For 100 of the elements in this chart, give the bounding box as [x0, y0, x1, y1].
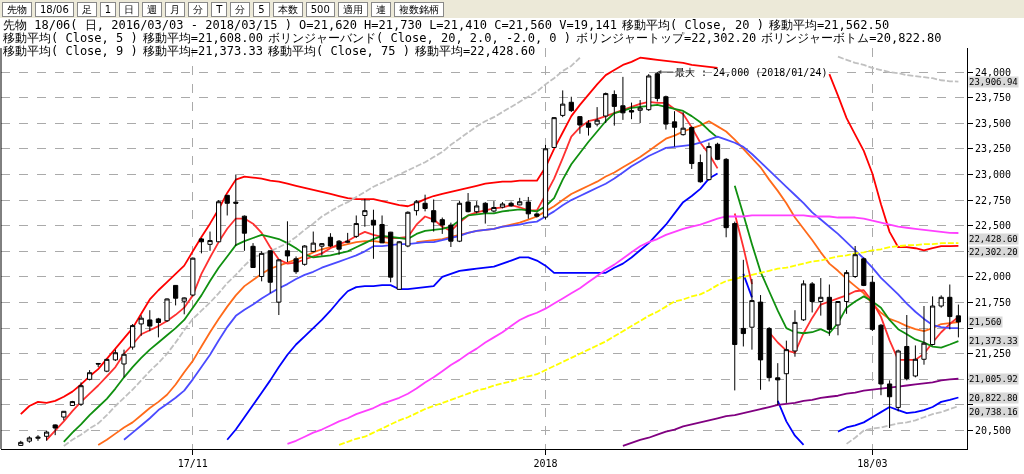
- candlestick: [775, 362, 781, 406]
- y-tick-label: 20,500: [975, 425, 1012, 437]
- candlestick: [757, 294, 764, 391]
- candlestick: [327, 232, 334, 248]
- candlestick: [637, 99, 643, 124]
- candlestick: [886, 379, 893, 429]
- candlestick: [792, 309, 798, 358]
- candlestick: [233, 174, 239, 247]
- candlestick: [551, 116, 557, 149]
- candlestick: [912, 344, 918, 378]
- text: 1: [99, 1, 117, 17]
- candlestick: [78, 381, 84, 407]
- x-tick-label: 17/11: [177, 458, 208, 469]
- candlestick: [95, 362, 101, 368]
- candlestick: [276, 258, 282, 316]
- candlestick: [895, 349, 901, 412]
- candlestick: [207, 231, 213, 252]
- data-label: 21,373.33: [969, 336, 1018, 346]
- text: 5: [253, 1, 270, 17]
- y-tick-label: 22,000: [975, 271, 1012, 283]
- candlestick: [104, 358, 110, 373]
- text: ボリンジャーバンド( Close, 20, 2.0, -2.0, 0 ): [267, 31, 572, 45]
- candlestick: [491, 200, 497, 213]
- y-tick-label: 24,000: [975, 66, 1012, 78]
- text: 週: [142, 1, 163, 17]
- text: 18/06: [35, 1, 74, 17]
- candlestick: [181, 296, 187, 315]
- candlestick: [663, 95, 669, 131]
- candlestick: [121, 349, 127, 378]
- candlestick: [370, 209, 377, 260]
- candlestick: [216, 199, 222, 243]
- x-tick-label: 18/03: [857, 458, 888, 469]
- text: 足: [76, 1, 97, 17]
- candlestick: [422, 194, 428, 212]
- text: 複数銘柄: [393, 1, 444, 17]
- x-tick-label: 2018: [533, 458, 558, 469]
- candlestick: [164, 297, 170, 323]
- line-series: [286, 214, 960, 445]
- candlestick: [861, 256, 867, 287]
- y-tick-label: 22,750: [975, 194, 1012, 206]
- candlestick: [456, 200, 463, 243]
- candlestick: [396, 240, 402, 291]
- candlestick: [835, 301, 841, 336]
- candlestick: [697, 154, 703, 184]
- candlestick: [241, 214, 248, 252]
- candlestick: [740, 259, 746, 347]
- candlestick: [852, 245, 858, 279]
- candlestick: [345, 232, 351, 244]
- text: 月: [165, 1, 186, 17]
- candlestick: [628, 102, 635, 120]
- candlestick: [310, 231, 316, 253]
- candlestick: [749, 278, 755, 351]
- candlestick: [878, 323, 884, 396]
- candlestick: [577, 115, 583, 135]
- candlestick: [947, 284, 953, 330]
- text: 移動平均( Close, 5 ): [3, 31, 138, 45]
- text: 移動平均=21,608.00: [142, 31, 263, 45]
- candlestick: [800, 279, 807, 322]
- candlestick: [714, 142, 721, 161]
- candlestick: [955, 304, 962, 338]
- candlestick: [594, 106, 600, 127]
- text: 21,560: [969, 317, 1002, 327]
- text: ボリンジャートップ=22,302.20: [576, 31, 757, 45]
- text: 移動平均=21,562.50: [768, 18, 890, 32]
- candlestick: [732, 221, 738, 391]
- candlestick: [783, 340, 789, 404]
- data-label: 20,822.80: [969, 393, 1018, 403]
- candlestick: [130, 323, 136, 351]
- data-label: 22,302.20: [969, 247, 1018, 257]
- candlestick: [319, 242, 325, 257]
- text: 適用: [337, 1, 368, 17]
- line-series: [845, 405, 960, 445]
- y-tick-label: 22,500: [975, 220, 1012, 232]
- candlestick: [138, 314, 144, 337]
- candlestick: [499, 201, 506, 209]
- candlestick: [448, 222, 454, 248]
- candlestick: [173, 284, 179, 306]
- candlestick: [568, 96, 574, 113]
- candlestick: [362, 198, 368, 228]
- candlestick: [689, 125, 695, 170]
- candlestick: [112, 349, 119, 362]
- candlestick: [680, 111, 686, 137]
- text: 500: [305, 1, 335, 17]
- candlestick: [61, 410, 67, 421]
- text: T: [211, 1, 228, 17]
- text: 本数: [272, 1, 303, 17]
- candlestick: [259, 250, 265, 282]
- candlestick: [921, 305, 927, 366]
- candlestick: [18, 440, 24, 447]
- candlestick: [723, 157, 729, 238]
- candlestick: [465, 192, 471, 213]
- candlestick: [904, 314, 910, 381]
- candlestick: [155, 317, 162, 338]
- candlestick: [646, 73, 652, 112]
- y-tick-label: 23,250: [975, 143, 1012, 155]
- candlestick: [517, 197, 523, 206]
- candlestick: [26, 435, 32, 444]
- candlestick: [474, 200, 480, 214]
- candlestick: [388, 231, 394, 283]
- candlestick: [809, 281, 815, 313]
